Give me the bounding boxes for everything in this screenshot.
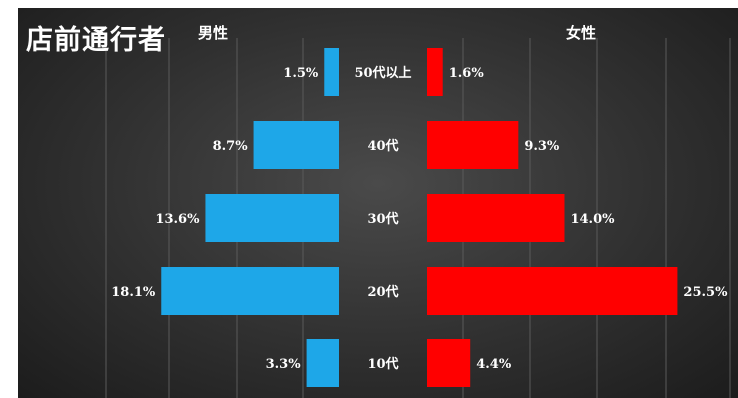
female-series-label: 女性 xyxy=(566,24,597,42)
bar-female-4 xyxy=(427,339,471,387)
bar-male-4 xyxy=(306,339,339,387)
female-value-label-0: 1.6% xyxy=(449,66,485,81)
bar-female-3 xyxy=(427,267,678,315)
male-value-label-4: 3.3% xyxy=(266,357,302,372)
category-label-4: 10代 xyxy=(367,356,398,372)
category-label-2: 30代 xyxy=(367,211,398,227)
female-value-label-2: 14.0% xyxy=(570,212,615,227)
female-value-label-1: 9.3% xyxy=(524,139,560,154)
male-value-label-0: 1.5% xyxy=(283,66,319,81)
chart-panel: 50代以上 1.5% 1.6% 40代 8.7% 9.3% 30代 13.6% 14.0% 20代… xyxy=(18,8,738,398)
bar-female-0 xyxy=(427,48,443,96)
chart-title: 店前通行者 xyxy=(26,25,166,56)
bar-male-1 xyxy=(253,121,339,169)
female-value-label-4: 4.4% xyxy=(476,357,512,372)
bar-male-2 xyxy=(205,194,339,242)
category-label-1: 40代 xyxy=(367,138,398,154)
male-series-label: 男性 xyxy=(198,24,229,42)
category-label-0: 50代以上 xyxy=(354,65,411,81)
male-value-label-2: 13.6% xyxy=(155,212,200,227)
bar-male-3 xyxy=(161,267,339,315)
bar-female-2 xyxy=(427,194,565,242)
male-value-label-1: 8.7% xyxy=(213,139,249,154)
male-value-label-3: 18.1% xyxy=(111,285,156,300)
category-label-3: 20代 xyxy=(367,284,398,300)
pyramid-chart: 50代以上 1.5% 1.6% 40代 8.7% 9.3% 30代 13.6% 14.0% 20代… xyxy=(105,38,731,398)
bar-male-0 xyxy=(324,48,339,96)
bar-female-1 xyxy=(427,121,519,169)
female-value-label-3: 25.5% xyxy=(683,285,728,300)
